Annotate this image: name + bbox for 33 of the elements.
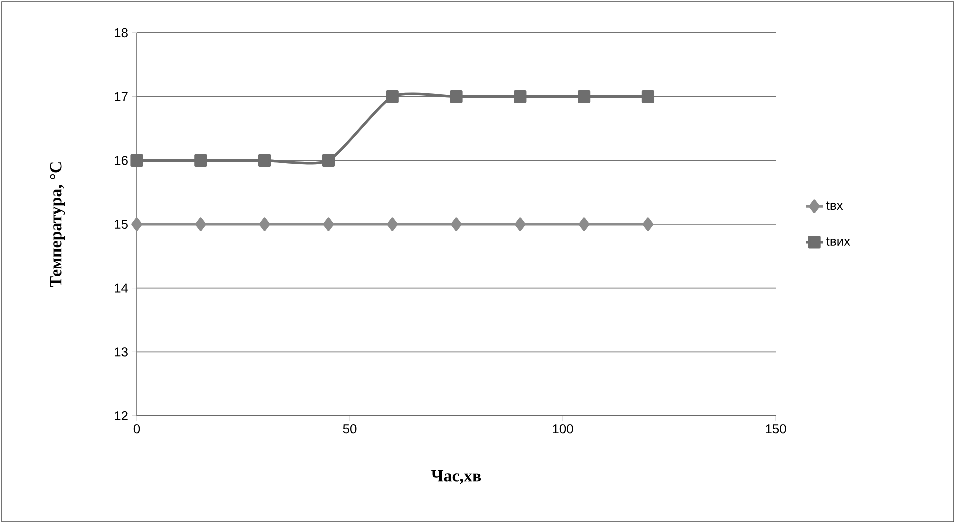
legend-label: tвих	[826, 237, 850, 246]
point	[514, 218, 526, 232]
x-tick-label: 50	[343, 424, 357, 434]
point	[386, 90, 399, 104]
y-tick-label: 12	[115, 411, 128, 421]
y-tick-label: 16	[115, 156, 128, 166]
point	[578, 90, 591, 104]
point	[259, 218, 270, 232]
y-tick-label: 17	[115, 92, 128, 102]
point	[322, 154, 336, 167]
y-tick-label: 14	[115, 284, 128, 293]
point	[130, 154, 144, 167]
x-tick-label: 100	[553, 424, 574, 434]
point	[451, 218, 462, 232]
y-tick-label: 18	[115, 28, 128, 38]
point	[514, 90, 527, 104]
y-tick-label: 13	[115, 348, 128, 357]
point	[578, 218, 590, 232]
point	[450, 90, 463, 104]
point	[323, 218, 334, 232]
point	[194, 154, 208, 167]
point	[387, 218, 398, 232]
x-axis-title: Час,хв	[432, 470, 482, 484]
legend-label: tвх	[826, 202, 844, 210]
x-tick-label: 150	[766, 424, 786, 434]
point	[642, 218, 654, 232]
point	[195, 218, 206, 232]
y-axis-title: Температура, °С	[50, 162, 66, 288]
x-tick-label: 0	[134, 424, 140, 434]
y-tick-label: 15	[115, 220, 128, 230]
point	[132, 218, 142, 232]
point	[258, 154, 272, 167]
point	[642, 90, 655, 104]
